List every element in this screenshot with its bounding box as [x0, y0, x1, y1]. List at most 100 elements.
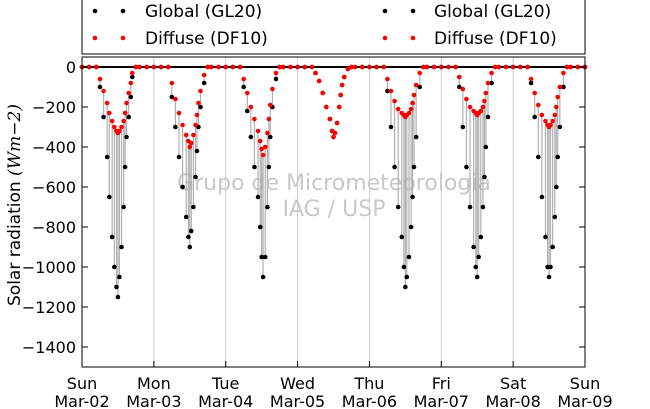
data-point	[248, 134, 254, 140]
data-point	[395, 204, 401, 210]
data-point	[151, 64, 157, 70]
y-axis-label: Solar radiation (Wm−2)	[5, 104, 25, 306]
data-point	[480, 104, 486, 110]
data-point	[94, 64, 99, 70]
data-point	[176, 154, 182, 160]
data-point	[446, 64, 451, 70]
data-point	[367, 64, 372, 70]
x-tick-label-date: Mar-06	[342, 392, 397, 409]
x-gridlines	[153, 57, 514, 367]
data-point	[561, 84, 566, 90]
data-point	[112, 264, 117, 270]
legend: Global (GL20) Diffuse (DF10) Global (GL2…	[81, 0, 586, 55]
y-axis-label-unit: (Wm−2)	[5, 104, 25, 176]
data-point	[265, 204, 270, 210]
data-point	[295, 64, 300, 70]
data-point	[101, 114, 106, 120]
data-point	[492, 64, 498, 70]
data-point	[122, 164, 128, 170]
data-point	[128, 94, 134, 100]
y-tick-label: −800	[32, 218, 76, 237]
data-point	[101, 88, 106, 94]
data-point	[169, 80, 175, 86]
data-point	[483, 144, 489, 150]
data-point	[273, 70, 279, 76]
x-tick-label-date: Mar-09	[557, 392, 612, 409]
data-point	[503, 64, 509, 70]
data-point	[262, 144, 268, 150]
data-point	[124, 134, 129, 140]
data-point	[260, 152, 266, 158]
data-point	[532, 114, 537, 120]
data-point	[555, 94, 560, 100]
data-point	[385, 88, 390, 94]
data-point	[424, 64, 430, 70]
legend-marker-diffuse-3	[382, 35, 388, 41]
data-point	[97, 76, 103, 82]
data-point	[198, 88, 203, 94]
data-point	[561, 70, 566, 76]
x-tick-label-day: Fri	[432, 374, 451, 393]
x-tick-label-date: Mar-07	[414, 392, 469, 409]
x-tick-label-day: Sun	[570, 374, 600, 393]
data-point	[539, 112, 545, 118]
data-point	[180, 184, 185, 190]
legend-label-diffuse: Diffuse (DF10)	[145, 29, 268, 49]
data-point	[338, 92, 343, 98]
data-point	[230, 64, 236, 70]
data-point	[112, 124, 117, 130]
data-point	[241, 76, 246, 82]
data-point	[260, 274, 266, 280]
data-point	[471, 244, 476, 250]
data-point	[548, 122, 553, 128]
data-point	[252, 164, 257, 170]
data-point	[392, 164, 397, 170]
data-point	[196, 100, 201, 106]
data-point	[406, 254, 412, 260]
data-point	[336, 104, 342, 110]
data-point	[121, 204, 126, 210]
data-point	[411, 164, 417, 170]
data-point	[259, 146, 264, 152]
data-point	[553, 104, 559, 110]
data-point	[555, 154, 560, 160]
series-diffuse	[79, 64, 588, 158]
data-point	[193, 122, 198, 128]
data-point	[259, 254, 264, 260]
data-point	[183, 214, 189, 220]
data-point	[381, 64, 387, 70]
data-point	[552, 214, 558, 220]
data-point	[198, 104, 203, 110]
data-point	[431, 64, 437, 70]
data-point	[552, 112, 558, 118]
legend-label-global: Global (GL20)	[145, 2, 262, 22]
data-point	[187, 144, 193, 150]
x-tick-label-date: Mar-05	[270, 392, 325, 409]
data-point	[485, 114, 491, 120]
x-tick-label-day: Wed	[280, 374, 315, 393]
data-point	[489, 80, 494, 86]
data-point	[104, 154, 110, 160]
data-point	[464, 164, 469, 170]
data-point	[392, 98, 397, 104]
data-point	[267, 102, 273, 108]
data-point	[257, 138, 263, 144]
data-point	[334, 120, 340, 126]
y-tick-label: −200	[32, 98, 76, 117]
data-point	[518, 64, 523, 70]
x-axis: SunMar-02MonMar-03TueMar-04WedMar-05ThuM…	[54, 361, 613, 409]
data-point	[482, 174, 487, 180]
data-point	[270, 86, 275, 92]
data-point	[417, 84, 423, 90]
data-point	[128, 80, 134, 86]
data-point	[388, 124, 394, 130]
data-point	[86, 64, 92, 70]
data-point	[510, 64, 516, 70]
y-axis-label-text: Solar radiation	[5, 176, 25, 306]
data-point	[320, 90, 326, 96]
data-point	[309, 64, 315, 70]
data-point	[265, 130, 270, 136]
data-point	[532, 90, 537, 96]
data-point	[489, 70, 494, 76]
